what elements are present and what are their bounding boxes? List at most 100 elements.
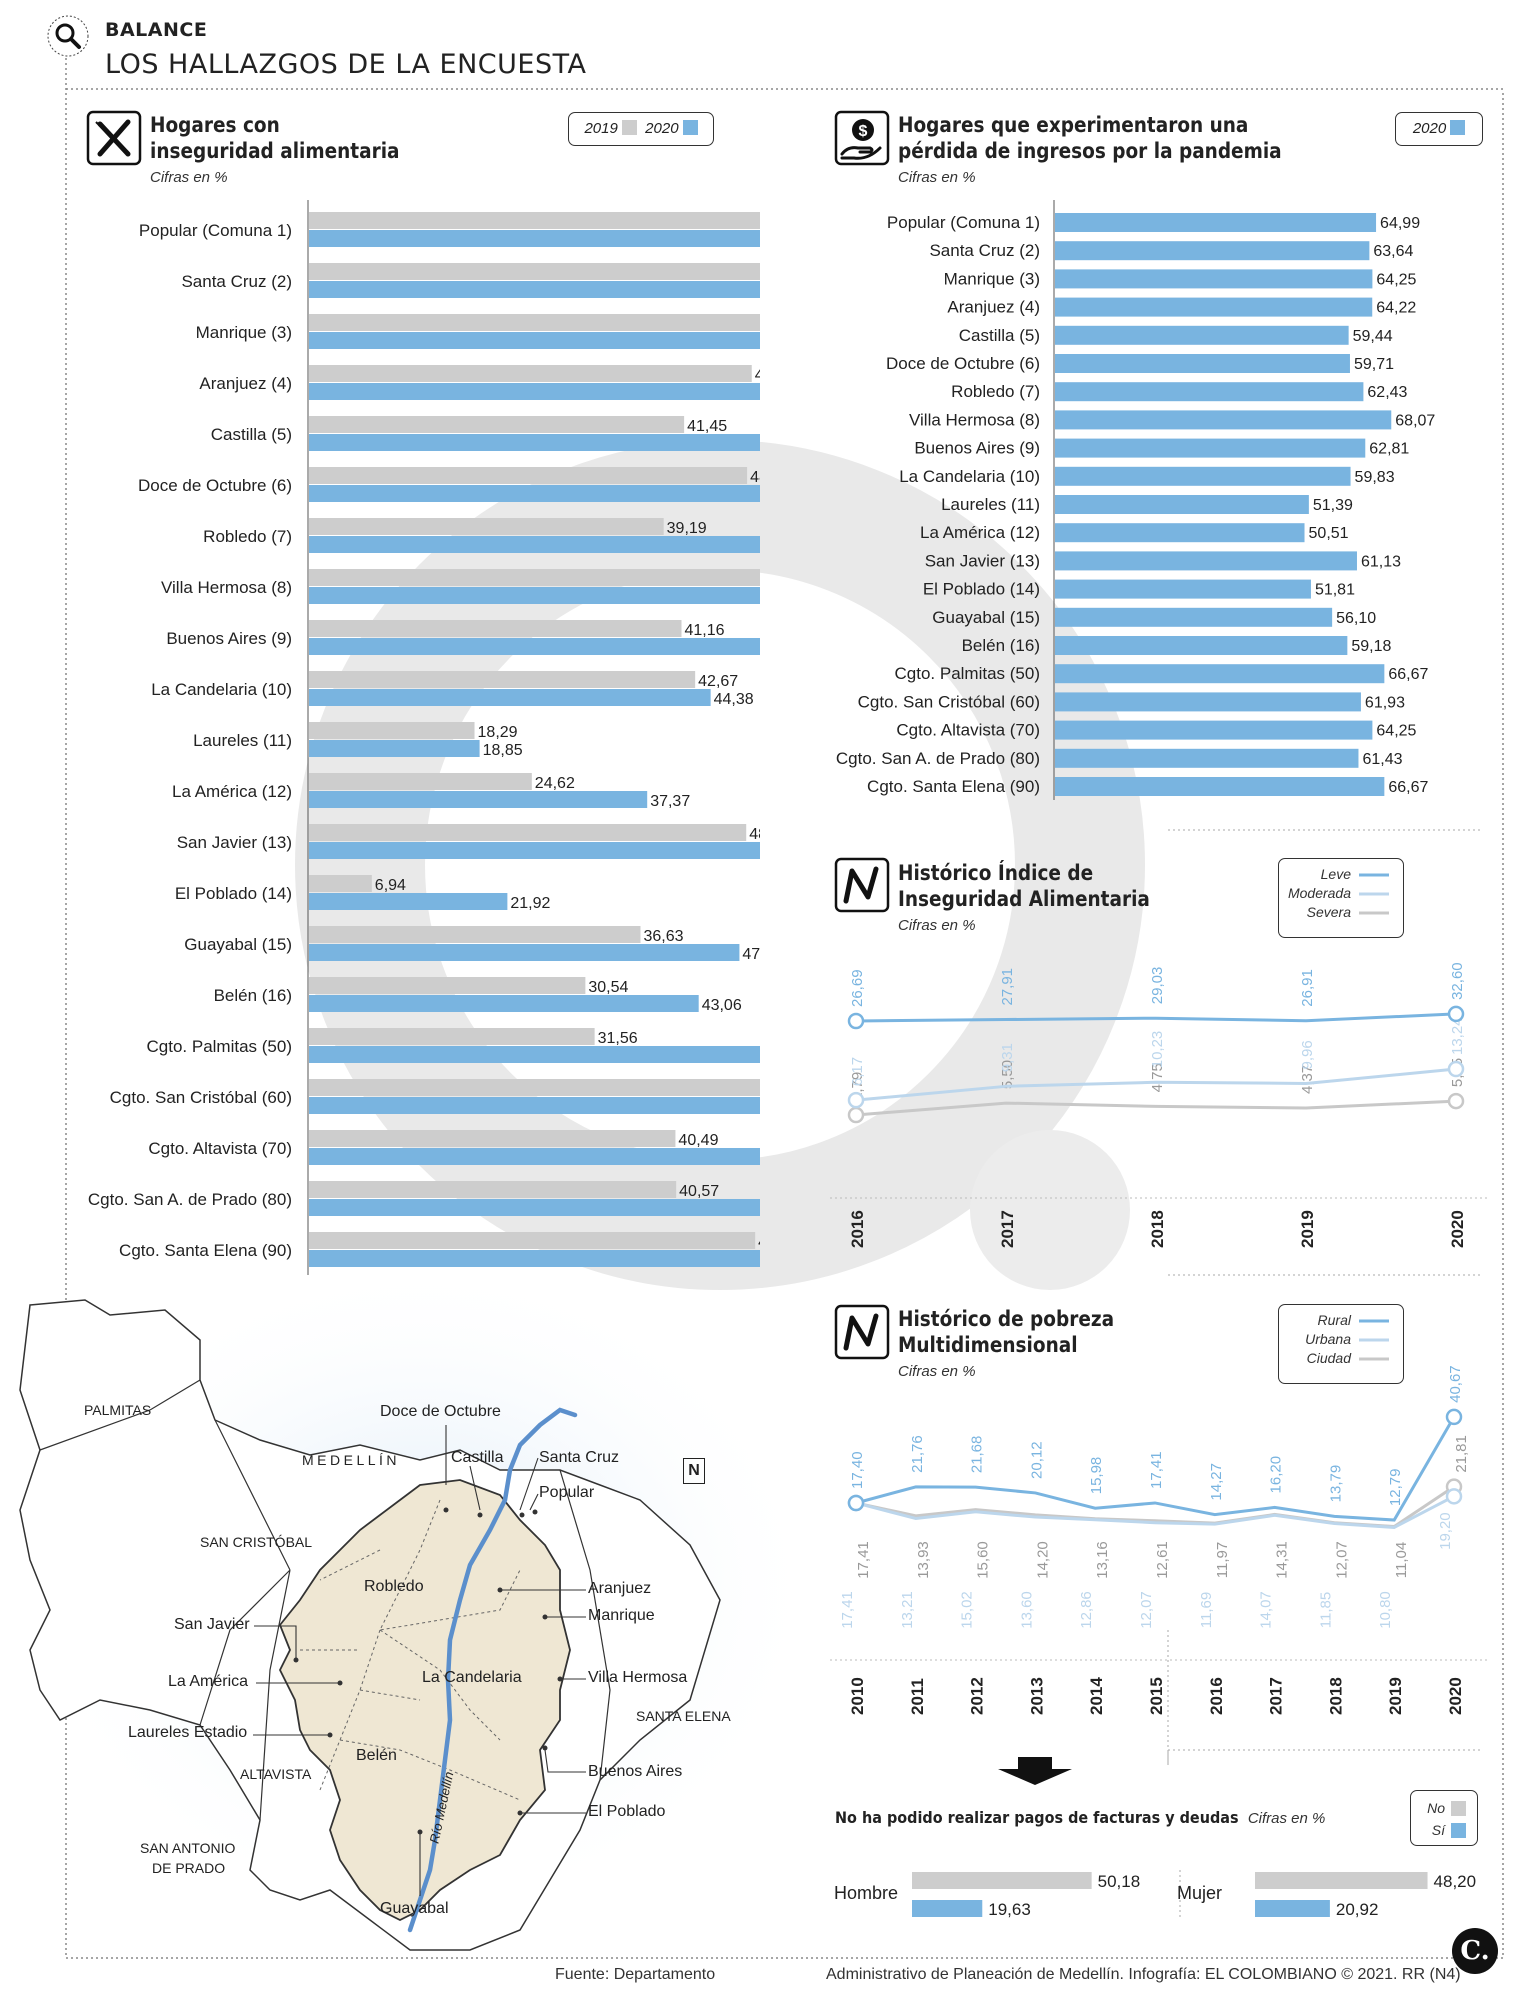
chart1-bar-2019 <box>309 212 760 229</box>
footer-source: Fuente: Departamento <box>555 1966 716 1983</box>
chart1-bar-2020 <box>309 842 760 859</box>
chart2-category-label: Cgto. Palmitas (50) <box>895 664 1041 683</box>
map-label-palmitas: PALMITAS <box>84 1402 152 1418</box>
chart2-value: 68,07 <box>1395 412 1435 429</box>
trend-icon <box>834 1304 890 1360</box>
map-label-villa-hermosa: Villa Hermosa <box>588 1669 688 1686</box>
chart2-category-label: Cgto. Altavista (70) <box>896 721 1040 740</box>
chart1-bar-2020 <box>309 893 508 910</box>
chart3-value-label: 9,96 <box>1299 1040 1316 1069</box>
chart1-bar-2019 <box>309 416 685 433</box>
chart4-value-rural: 21,76 <box>909 1435 926 1473</box>
map-label-san-javier: San Javier <box>174 1616 250 1633</box>
chart2-category-label: El Poblado (14) <box>923 580 1040 599</box>
chart4-line-ciudad <box>855 1485 1455 1529</box>
trend-icon <box>834 857 890 913</box>
map-label-guayabal: Guayabal <box>380 1900 449 1917</box>
chart1-category-label: La Candelaria (10) <box>151 680 292 699</box>
fork-knife-icon <box>86 110 142 166</box>
chart1-bar-2019 <box>309 1130 676 1147</box>
map-label-aranjuez: Aranjuez <box>588 1580 652 1597</box>
chart1-bar-2020 <box>309 383 760 400</box>
chart4-value-rural: 14,27 <box>1208 1463 1225 1501</box>
chart4-value-rural: 15,98 <box>1088 1457 1105 1495</box>
chart2-value: 64,25 <box>1376 723 1416 740</box>
chart4-x-tick: 2016 <box>1207 1677 1226 1715</box>
map-label-santa-elena: SANTA ELENA <box>636 1708 731 1724</box>
chart5-bar-si <box>1255 1900 1330 1917</box>
map-label-popular: Popular <box>539 1484 595 1501</box>
chart1-bar-2019 <box>309 569 760 586</box>
chart3-x-tick: 2019 <box>1298 1210 1317 1248</box>
chart1-bar-2020 <box>309 1199 760 1216</box>
chart1-bar-2020 <box>309 1097 760 1114</box>
chart1-bar-2019 <box>309 518 664 535</box>
chart1-value-2019: 42,67 <box>698 673 738 690</box>
chart4-value-ciudad: 12,07 <box>1333 1541 1350 1579</box>
chart1-category-label: Cgto. San Cristóbal (60) <box>110 1088 292 1107</box>
chart1-bar-2020 <box>309 689 711 706</box>
chart3-point <box>1447 1005 1465 1023</box>
chart1-bar-2020 <box>309 1046 760 1063</box>
chart1-value-2019: 48,41 <box>750 469 760 486</box>
chart1-bar-2019 <box>309 263 760 280</box>
chart4-point <box>847 1494 865 1512</box>
chart2-category-label: Guayabal (15) <box>932 608 1040 627</box>
chart2-category-label: Cgto. San A. de Prado (80) <box>836 749 1040 768</box>
chart1-bar-2019 <box>309 1079 760 1096</box>
chart5-subtitle: Cifras en % <box>1247 1810 1326 1827</box>
chart1-value-2020: 21,92 <box>510 895 550 912</box>
chart3-value-label: 4,37 <box>1299 1065 1316 1094</box>
map-leaders <box>253 1425 586 1896</box>
chart1-bars: Popular (Comuna 1)61,6465,41Santa Cruz (… <box>88 200 760 1275</box>
search-icon <box>47 15 89 57</box>
chart2-value: 61,43 <box>1362 751 1402 768</box>
chart5-value-no: 50,18 <box>1098 1872 1141 1891</box>
chart3-value-label: 5,50 <box>999 1060 1016 1089</box>
chart4-legend: Rural Urbana Ciudad <box>1278 1304 1404 1384</box>
el-colombiano-logo: C. <box>1452 1928 1498 1974</box>
chart4-value-ciudad: 17,41 <box>855 1541 872 1579</box>
chart2-value: 51,39 <box>1313 497 1353 514</box>
chart2-category-label: San Javier (13) <box>925 551 1040 570</box>
chart1-bar-2019 <box>309 977 586 994</box>
chart2-bar-2020 <box>1055 466 1351 486</box>
chart1-value-2019: 31,56 <box>598 1030 638 1047</box>
chart2-bar-2020 <box>1055 241 1370 261</box>
chart2-bar-2020 <box>1055 382 1364 402</box>
chart5-bar-no <box>1255 1872 1428 1889</box>
chart4-value-ciudad: 12,61 <box>1154 1541 1171 1579</box>
chart2-value: 64,25 <box>1376 271 1416 288</box>
legend-label: Severa <box>1307 904 1352 920</box>
legend-label: No <box>1427 1800 1445 1816</box>
legend-swatch <box>1451 1801 1466 1816</box>
chart2-category-label: Buenos Aires (9) <box>914 439 1040 458</box>
chart2-bar-2020 <box>1055 410 1392 430</box>
chart1-bar-2020 <box>309 230 760 247</box>
chart1-title: Hogares con inseguridad alimentaria <box>150 113 400 163</box>
chart2-bars: Popular (Comuna 1) 64,99 Santa Cruz (2) 63,… <box>836 200 1435 800</box>
chart4-value-urbana: 11,85 <box>1317 1592 1334 1628</box>
chart4-value-ciudad: 13,93 <box>915 1541 932 1579</box>
chart1-value-2019: 18,29 <box>478 724 518 741</box>
chart4-lines: 17,40 21,76 21,68 20,12 15,98 17,41 14,27 16,20… <box>830 1365 1490 1715</box>
map-label-manrique: Manrique <box>588 1607 655 1624</box>
north-icon: N <box>683 1458 705 1484</box>
chart1-value-2020: 37,37 <box>650 793 690 810</box>
chart4-x-tick: 2020 <box>1446 1677 1465 1715</box>
chart1-category-label: Cgto. San A. de Prado (80) <box>88 1190 292 1209</box>
chart3-value-label: 4,75 <box>1149 1063 1166 1092</box>
chart1-bar-2019 <box>309 671 696 688</box>
chart1-category-label: Popular (Comuna 1) <box>139 221 292 240</box>
river-medellin <box>407 1407 578 1933</box>
chart2-category-label: Manrique (3) <box>944 269 1040 288</box>
chart1-category-label: Guayabal (15) <box>184 935 292 954</box>
chart4-value-urbana: 15,02 <box>959 1591 976 1629</box>
chart1-category-label: Manrique (3) <box>196 323 292 342</box>
chart4-value-rural: 21,68 <box>969 1436 986 1474</box>
chart1-value-2019: 40,57 <box>679 1183 719 1200</box>
chart1-bar-2019 <box>309 926 641 943</box>
chart4-value-rural: 40,67 <box>1447 1365 1464 1403</box>
chart5-title-row: No ha podido realizar pagos de facturas … <box>835 1808 1325 1828</box>
